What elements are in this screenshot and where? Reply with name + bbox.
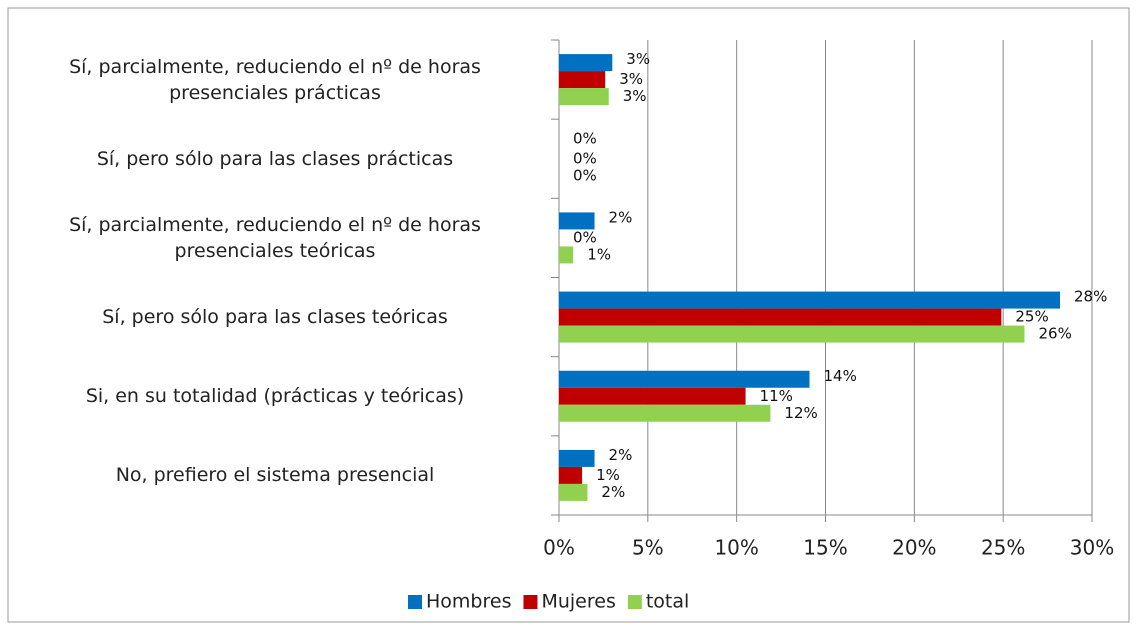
legend-swatch xyxy=(523,595,538,609)
value-label: 14% xyxy=(824,367,857,385)
value-label: 3% xyxy=(619,70,643,88)
y-tick-label: Sí, parcialmente, reduciendo el nº de ho… xyxy=(69,55,481,104)
bar xyxy=(559,466,583,484)
bar xyxy=(559,54,613,72)
value-label: 26% xyxy=(1038,325,1071,343)
y-tick-label: Sí, parcialmente, reduciendo el nº de ho… xyxy=(69,213,481,262)
legend-swatch xyxy=(627,595,642,609)
x-tick-label: 30% xyxy=(1070,536,1114,560)
value-label: 1% xyxy=(596,466,620,484)
y-tick-label: Sí, pero sólo para las clases teóricas xyxy=(102,306,448,329)
value-label: 0% xyxy=(573,228,597,246)
value-label: 0% xyxy=(573,166,597,184)
legend-label: Mujeres xyxy=(541,591,615,613)
y-tick-label: Si, en su totalidad (prácticas y teórica… xyxy=(85,385,465,408)
x-tick-label: 5% xyxy=(632,536,664,560)
bar xyxy=(559,291,1061,309)
legend-label: Hombres xyxy=(426,591,511,613)
bar xyxy=(559,370,810,388)
x-tick-label: 15% xyxy=(803,536,847,560)
value-label: 3% xyxy=(623,87,647,105)
y-tick-label: Sí, pero sólo para las clases prácticas xyxy=(96,147,454,170)
bar xyxy=(559,387,746,405)
bar xyxy=(559,404,771,422)
value-label: 0% xyxy=(573,149,597,167)
value-label: 3% xyxy=(626,50,650,68)
value-label: 12% xyxy=(784,404,817,422)
value-label: 2% xyxy=(609,446,633,464)
value-label: 25% xyxy=(1015,308,1048,326)
bar xyxy=(559,246,574,264)
legend-label: total xyxy=(646,591,689,613)
bar xyxy=(559,449,595,467)
x-tick-label: 10% xyxy=(714,536,758,560)
value-label: 2% xyxy=(609,208,633,226)
value-label: 2% xyxy=(601,483,625,501)
bar xyxy=(559,325,1025,343)
bar xyxy=(559,88,609,106)
x-tick-label: 0% xyxy=(543,536,575,560)
value-label: 0% xyxy=(573,129,597,147)
bar xyxy=(559,483,588,501)
bar xyxy=(559,212,595,230)
value-label: 11% xyxy=(760,387,793,405)
value-label: 1% xyxy=(587,245,611,263)
bar xyxy=(559,308,1002,326)
x-tick-label: 20% xyxy=(892,536,936,560)
value-label: 28% xyxy=(1074,288,1107,306)
bar xyxy=(559,71,606,89)
y-tick-label: No, prefiero el sistema presencial xyxy=(115,464,435,487)
legend-swatch xyxy=(408,595,422,609)
x-tick-label: 25% xyxy=(981,536,1025,560)
